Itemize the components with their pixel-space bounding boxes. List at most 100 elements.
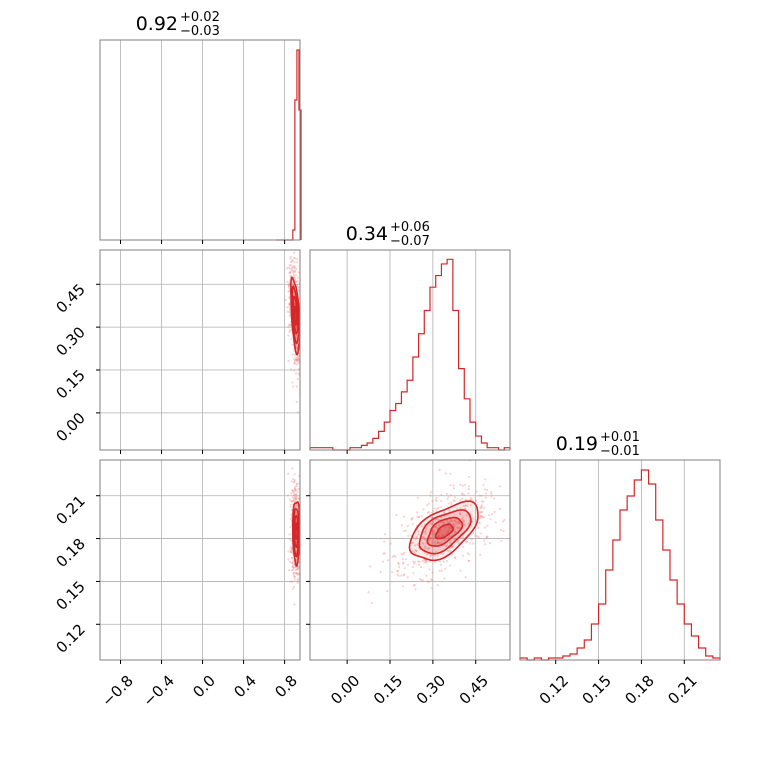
scatter-point [423,561,426,564]
scatter-point [297,571,300,575]
scatter-point [304,378,306,380]
scatter-point [288,305,291,308]
scatter-point [417,533,420,536]
scatter-point [442,521,445,524]
scatter-point [489,518,492,521]
scatter-point [436,507,439,510]
scatter-point [461,492,464,495]
scatter-point [289,368,293,371]
scatter-point [476,535,479,538]
scatter-point [287,290,290,293]
scatter-point [423,530,427,534]
scatter-point [442,511,446,514]
panel-frame-2-2 [519,459,721,661]
scatter-point [297,497,300,500]
scatter-point [400,524,404,527]
scatter-point [453,525,456,528]
scatter-point [467,559,471,563]
scatter-point [414,548,417,552]
scatter-point [289,313,292,316]
scatter-point [292,251,296,254]
scatter-point [297,271,300,274]
scatter-point [296,482,299,485]
scatter-point [424,559,428,563]
scatter-point [459,522,462,525]
scatter-point [426,511,429,514]
scatter-point [296,573,299,576]
scatter-point [427,502,430,505]
scatter-point [293,473,296,476]
scatter-point [296,504,299,507]
scatter-point [291,587,295,590]
scatter-point [292,500,295,503]
scatter-point [290,492,293,495]
scatter-point [400,574,403,577]
scatter-point [294,274,298,277]
scatter-point [292,566,295,570]
scatter-point [300,557,302,559]
panel-title-1: 0.34 +0.06−0.07 [346,220,430,249]
scatter-point [425,526,428,530]
scatter-point [301,317,303,319]
scatter-point [516,504,518,506]
scatter-point [478,494,481,497]
scatter-point [438,535,441,538]
scatter-point [448,521,451,524]
scatter-point [462,536,465,539]
scatter-point [421,579,424,582]
scatter-point [288,302,291,305]
scatter-point [291,477,295,481]
scatter-point [290,268,294,271]
scatter-point [447,520,450,523]
scatter-point [282,245,284,247]
scatter-point [470,538,473,541]
scatter-point [437,541,440,544]
scatter-point [288,267,292,270]
scatter-point [296,579,299,582]
scatter-point [422,508,425,511]
scatter-point [416,560,420,563]
scatter-point [467,559,470,562]
scatter-point [395,513,398,516]
scatter-point [434,526,437,529]
scatter-point [484,492,488,495]
scatter-point [481,510,484,514]
scatter-point [291,265,294,268]
scatter-point [292,293,295,297]
scatter-point [300,507,302,509]
scatter-point [411,518,414,521]
scatter-point [292,269,295,272]
scatter-point [294,493,298,496]
scatter-point [457,539,460,543]
scatter-point [457,520,460,523]
scatter-point [287,472,290,475]
scatter-point [293,496,296,499]
scatter-point [295,503,298,507]
scatter-point [433,554,436,557]
scatter-point [516,475,518,477]
scatter-point [290,500,293,503]
scatter-point [292,481,295,484]
scatter-point [443,521,446,524]
scatter-point [438,468,441,471]
scatter-point [438,560,442,563]
scatter-point [293,266,296,270]
scatter-point [465,540,468,544]
scatter-point [289,271,292,274]
scatter-point [294,511,298,514]
scatter-point [446,531,449,534]
scatter-point [291,551,294,554]
scatter-point [386,589,389,593]
scatter-point [302,515,304,517]
scatter-point [293,500,297,503]
histogram-2 [519,469,721,661]
scatter-point [482,500,485,503]
scatter-point [416,511,419,514]
scatter-point [293,576,296,579]
scatter-point [450,519,453,523]
scatter-point [301,509,303,511]
scatter-point [301,497,303,499]
scatter-point [430,579,434,582]
scatter-point [295,360,299,363]
scatter-point [449,472,452,475]
